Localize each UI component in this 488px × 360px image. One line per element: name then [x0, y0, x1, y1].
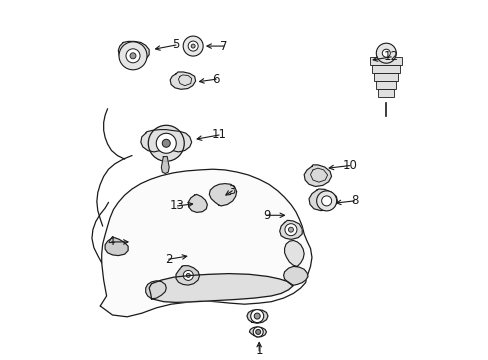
Text: 12: 12 [383, 50, 398, 63]
Circle shape [382, 49, 389, 57]
Polygon shape [118, 41, 149, 63]
Text: 7: 7 [220, 40, 227, 53]
Text: 2: 2 [164, 253, 172, 266]
Polygon shape [149, 274, 293, 302]
Text: 9: 9 [262, 209, 270, 222]
Bar [371, 65, 400, 73]
Polygon shape [284, 240, 304, 266]
Circle shape [188, 41, 198, 51]
Polygon shape [170, 72, 195, 89]
Polygon shape [279, 220, 302, 239]
Polygon shape [161, 157, 169, 174]
Circle shape [376, 43, 395, 63]
Circle shape [186, 273, 190, 278]
Circle shape [126, 49, 140, 63]
Circle shape [288, 227, 293, 232]
Text: 13: 13 [170, 199, 184, 212]
Polygon shape [105, 238, 128, 256]
Circle shape [255, 329, 260, 334]
Polygon shape [249, 327, 266, 337]
Polygon shape [176, 266, 199, 285]
Circle shape [285, 224, 296, 236]
Circle shape [191, 44, 195, 48]
Circle shape [253, 327, 263, 337]
Circle shape [250, 310, 263, 323]
Circle shape [183, 270, 193, 280]
Polygon shape [308, 189, 337, 211]
Polygon shape [283, 266, 307, 285]
Polygon shape [304, 165, 331, 186]
Polygon shape [246, 310, 267, 323]
Text: 8: 8 [350, 194, 358, 207]
Text: 5: 5 [172, 39, 180, 51]
Polygon shape [209, 184, 236, 206]
Circle shape [148, 125, 184, 161]
Circle shape [254, 313, 260, 319]
Text: 1: 1 [255, 345, 263, 357]
Polygon shape [141, 130, 191, 152]
Polygon shape [100, 169, 311, 317]
Bar [378, 89, 393, 97]
Text: 6: 6 [212, 73, 220, 86]
Bar [369, 57, 402, 65]
Polygon shape [145, 281, 166, 299]
Circle shape [183, 36, 203, 56]
Circle shape [156, 133, 176, 153]
Bar [373, 73, 398, 81]
Polygon shape [188, 194, 207, 212]
Bar [376, 81, 395, 89]
Circle shape [316, 191, 336, 211]
Circle shape [162, 139, 170, 147]
Circle shape [130, 53, 136, 59]
Text: 4: 4 [107, 235, 115, 248]
Text: 10: 10 [342, 159, 356, 172]
Text: 3: 3 [228, 184, 236, 197]
Circle shape [321, 196, 331, 206]
Circle shape [119, 42, 147, 70]
Text: 11: 11 [211, 129, 226, 141]
